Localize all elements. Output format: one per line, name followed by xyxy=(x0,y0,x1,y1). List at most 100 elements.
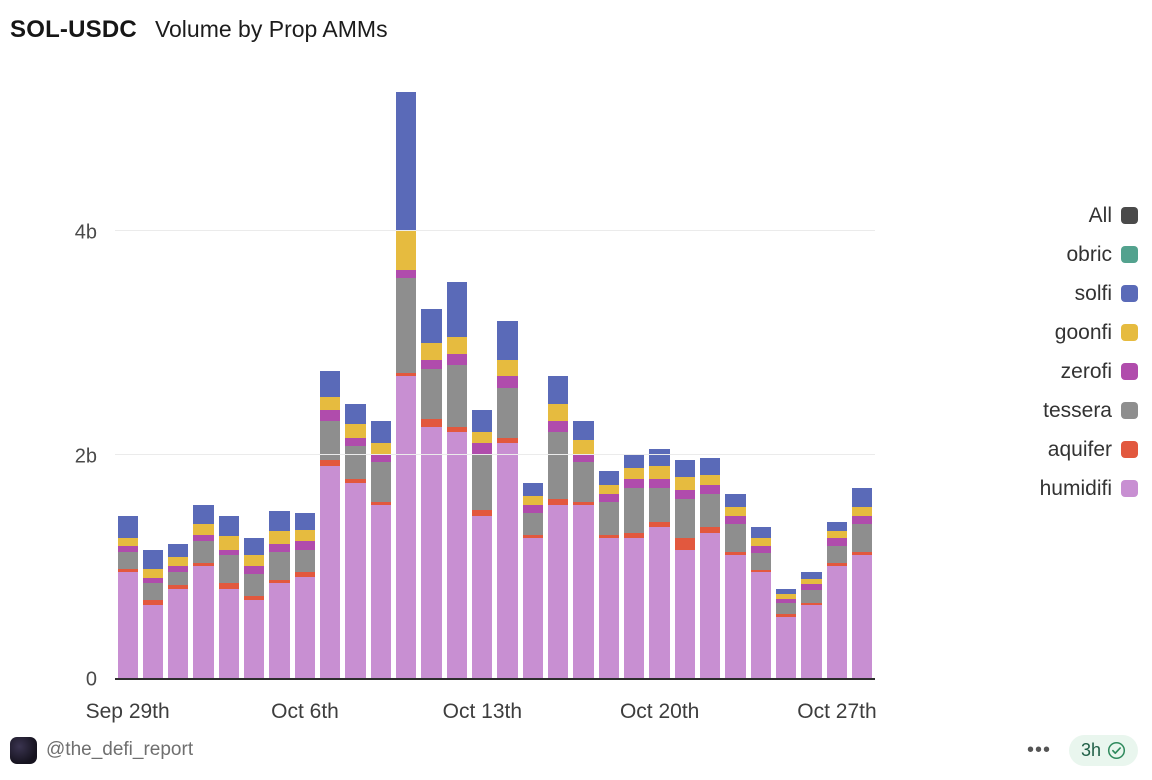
bar-segment-zerofi[interactable] xyxy=(573,453,594,463)
bar-oct-1[interactable] xyxy=(168,544,189,678)
bar-segment-tessera[interactable] xyxy=(193,540,214,563)
bar-segment-humidifi[interactable] xyxy=(345,482,366,678)
bar-segment-zerofi[interactable] xyxy=(193,535,214,541)
bar-segment-solfi[interactable] xyxy=(396,91,417,232)
bar-oct-8[interactable] xyxy=(345,404,366,678)
bar-oct-3[interactable] xyxy=(218,516,240,678)
bar-segment-tessera[interactable] xyxy=(497,387,518,438)
bar-segment-humidifi[interactable] xyxy=(674,549,696,678)
bar-segment-goonfi[interactable] xyxy=(801,578,822,585)
bar-segment-solfi[interactable] xyxy=(142,549,164,569)
bar-segment-zerofi[interactable] xyxy=(649,479,670,489)
bar-segment-solfi[interactable] xyxy=(218,516,240,537)
bar-segment-goonfi[interactable] xyxy=(776,594,797,599)
bar-segment-zerofi[interactable] xyxy=(725,516,746,524)
bar-segment-goonfi[interactable] xyxy=(396,231,417,271)
bar-segment-goonfi[interactable] xyxy=(218,536,240,550)
bar-segment-humidifi[interactable] xyxy=(497,443,518,678)
bar-segment-humidifi[interactable] xyxy=(446,432,468,678)
bar-oct-27[interactable] xyxy=(826,521,848,678)
bar-segment-humidifi[interactable] xyxy=(700,532,721,678)
bar-segment-humidifi[interactable] xyxy=(573,504,594,678)
bar-segment-solfi[interactable] xyxy=(421,309,442,343)
bar-segment-humidifi[interactable] xyxy=(244,599,265,678)
bar-segment-aquifer[interactable] xyxy=(320,460,341,466)
bar-oct-18[interactable] xyxy=(598,471,620,678)
bar-segment-solfi[interactable] xyxy=(649,449,670,466)
bar-segment-tessera[interactable] xyxy=(522,512,544,536)
bar-oct-20[interactable] xyxy=(649,449,670,678)
bar-segment-humidifi[interactable] xyxy=(522,538,544,678)
bar-segment-tessera[interactable] xyxy=(370,462,392,502)
bar-segment-goonfi[interactable] xyxy=(370,443,392,455)
bar-segment-aquifer[interactable] xyxy=(750,569,772,572)
bar-segment-aquifer[interactable] xyxy=(294,571,316,578)
bar-segment-zerofi[interactable] xyxy=(776,598,797,604)
bar-segment-zerofi[interactable] xyxy=(548,421,569,433)
bar-segment-tessera[interactable] xyxy=(396,278,417,374)
bar-segment-aquifer[interactable] xyxy=(345,479,366,483)
bar-segment-zerofi[interactable] xyxy=(852,516,873,524)
bar-segment-goonfi[interactable] xyxy=(168,557,189,567)
bar-segment-tessera[interactable] xyxy=(269,551,290,580)
bar-segment-aquifer[interactable] xyxy=(370,501,392,505)
bar-segment-solfi[interactable] xyxy=(168,544,189,558)
bar-segment-zerofi[interactable] xyxy=(801,584,822,590)
bar-segment-goonfi[interactable] xyxy=(117,538,138,547)
bar-oct-17[interactable] xyxy=(573,421,594,678)
bar-segment-solfi[interactable] xyxy=(320,370,341,397)
bar-segment-goonfi[interactable] xyxy=(421,342,442,360)
bar-segment-goonfi[interactable] xyxy=(269,530,290,544)
bar-segment-solfi[interactable] xyxy=(193,504,214,524)
legend-item-obric[interactable]: obric xyxy=(1040,235,1138,274)
bar-segment-solfi[interactable] xyxy=(598,471,620,485)
bar-segment-humidifi[interactable] xyxy=(852,555,873,678)
bar-segment-aquifer[interactable] xyxy=(193,562,214,567)
bar-segment-zerofi[interactable] xyxy=(294,540,316,550)
bar-oct-6[interactable] xyxy=(294,512,316,678)
bar-segment-tessera[interactable] xyxy=(320,421,341,461)
bar-segment-goonfi[interactable] xyxy=(320,396,341,410)
bar-segment-goonfi[interactable] xyxy=(649,465,670,480)
bar-sep-30[interactable] xyxy=(142,549,164,678)
bar-segment-humidifi[interactable] xyxy=(624,538,645,678)
bar-segment-zerofi[interactable] xyxy=(396,270,417,279)
bar-segment-solfi[interactable] xyxy=(548,376,569,405)
bar-segment-aquifer[interactable] xyxy=(142,599,164,606)
bar-segment-goonfi[interactable] xyxy=(598,484,620,494)
bar-segment-goonfi[interactable] xyxy=(573,440,594,454)
bar-segment-aquifer[interactable] xyxy=(522,535,544,539)
bar-segment-aquifer[interactable] xyxy=(244,596,265,600)
bar-segment-zerofi[interactable] xyxy=(674,490,696,500)
bar-oct-10[interactable] xyxy=(396,91,417,678)
bar-segment-tessera[interactable] xyxy=(598,501,620,536)
bar-oct-11[interactable] xyxy=(421,309,442,678)
bar-segment-solfi[interactable] xyxy=(472,409,493,433)
bar-oct-2[interactable] xyxy=(193,504,214,678)
bar-segment-aquifer[interactable] xyxy=(446,426,468,433)
bar-segment-solfi[interactable] xyxy=(497,320,518,360)
bar-segment-aquifer[interactable] xyxy=(497,437,518,444)
bar-segment-tessera[interactable] xyxy=(700,493,721,528)
bar-segment-tessera[interactable] xyxy=(573,462,594,502)
bar-segment-humidifi[interactable] xyxy=(826,566,848,678)
bar-segment-goonfi[interactable] xyxy=(522,495,544,505)
bar-oct-25[interactable] xyxy=(776,588,797,678)
bar-segment-aquifer[interactable] xyxy=(725,551,746,556)
bar-segment-aquifer[interactable] xyxy=(168,585,189,589)
bar-oct-13[interactable] xyxy=(472,409,493,678)
bar-segment-humidifi[interactable] xyxy=(117,571,138,678)
bar-segment-humidifi[interactable] xyxy=(193,566,214,678)
bar-segment-solfi[interactable] xyxy=(624,454,645,469)
bar-segment-goonfi[interactable] xyxy=(193,523,214,536)
bar-segment-humidifi[interactable] xyxy=(776,616,797,678)
bar-segment-humidifi[interactable] xyxy=(598,538,620,678)
bar-oct-28[interactable] xyxy=(852,488,873,678)
legend-item-all[interactable]: All xyxy=(1040,196,1138,235)
bar-segment-tessera[interactable] xyxy=(142,583,164,600)
bar-segment-zerofi[interactable] xyxy=(117,546,138,552)
bar-segment-solfi[interactable] xyxy=(269,510,290,531)
bar-segment-zerofi[interactable] xyxy=(168,566,189,572)
legend-item-aquifer[interactable]: aquifer xyxy=(1040,430,1138,469)
bar-segment-zerofi[interactable] xyxy=(370,454,392,463)
